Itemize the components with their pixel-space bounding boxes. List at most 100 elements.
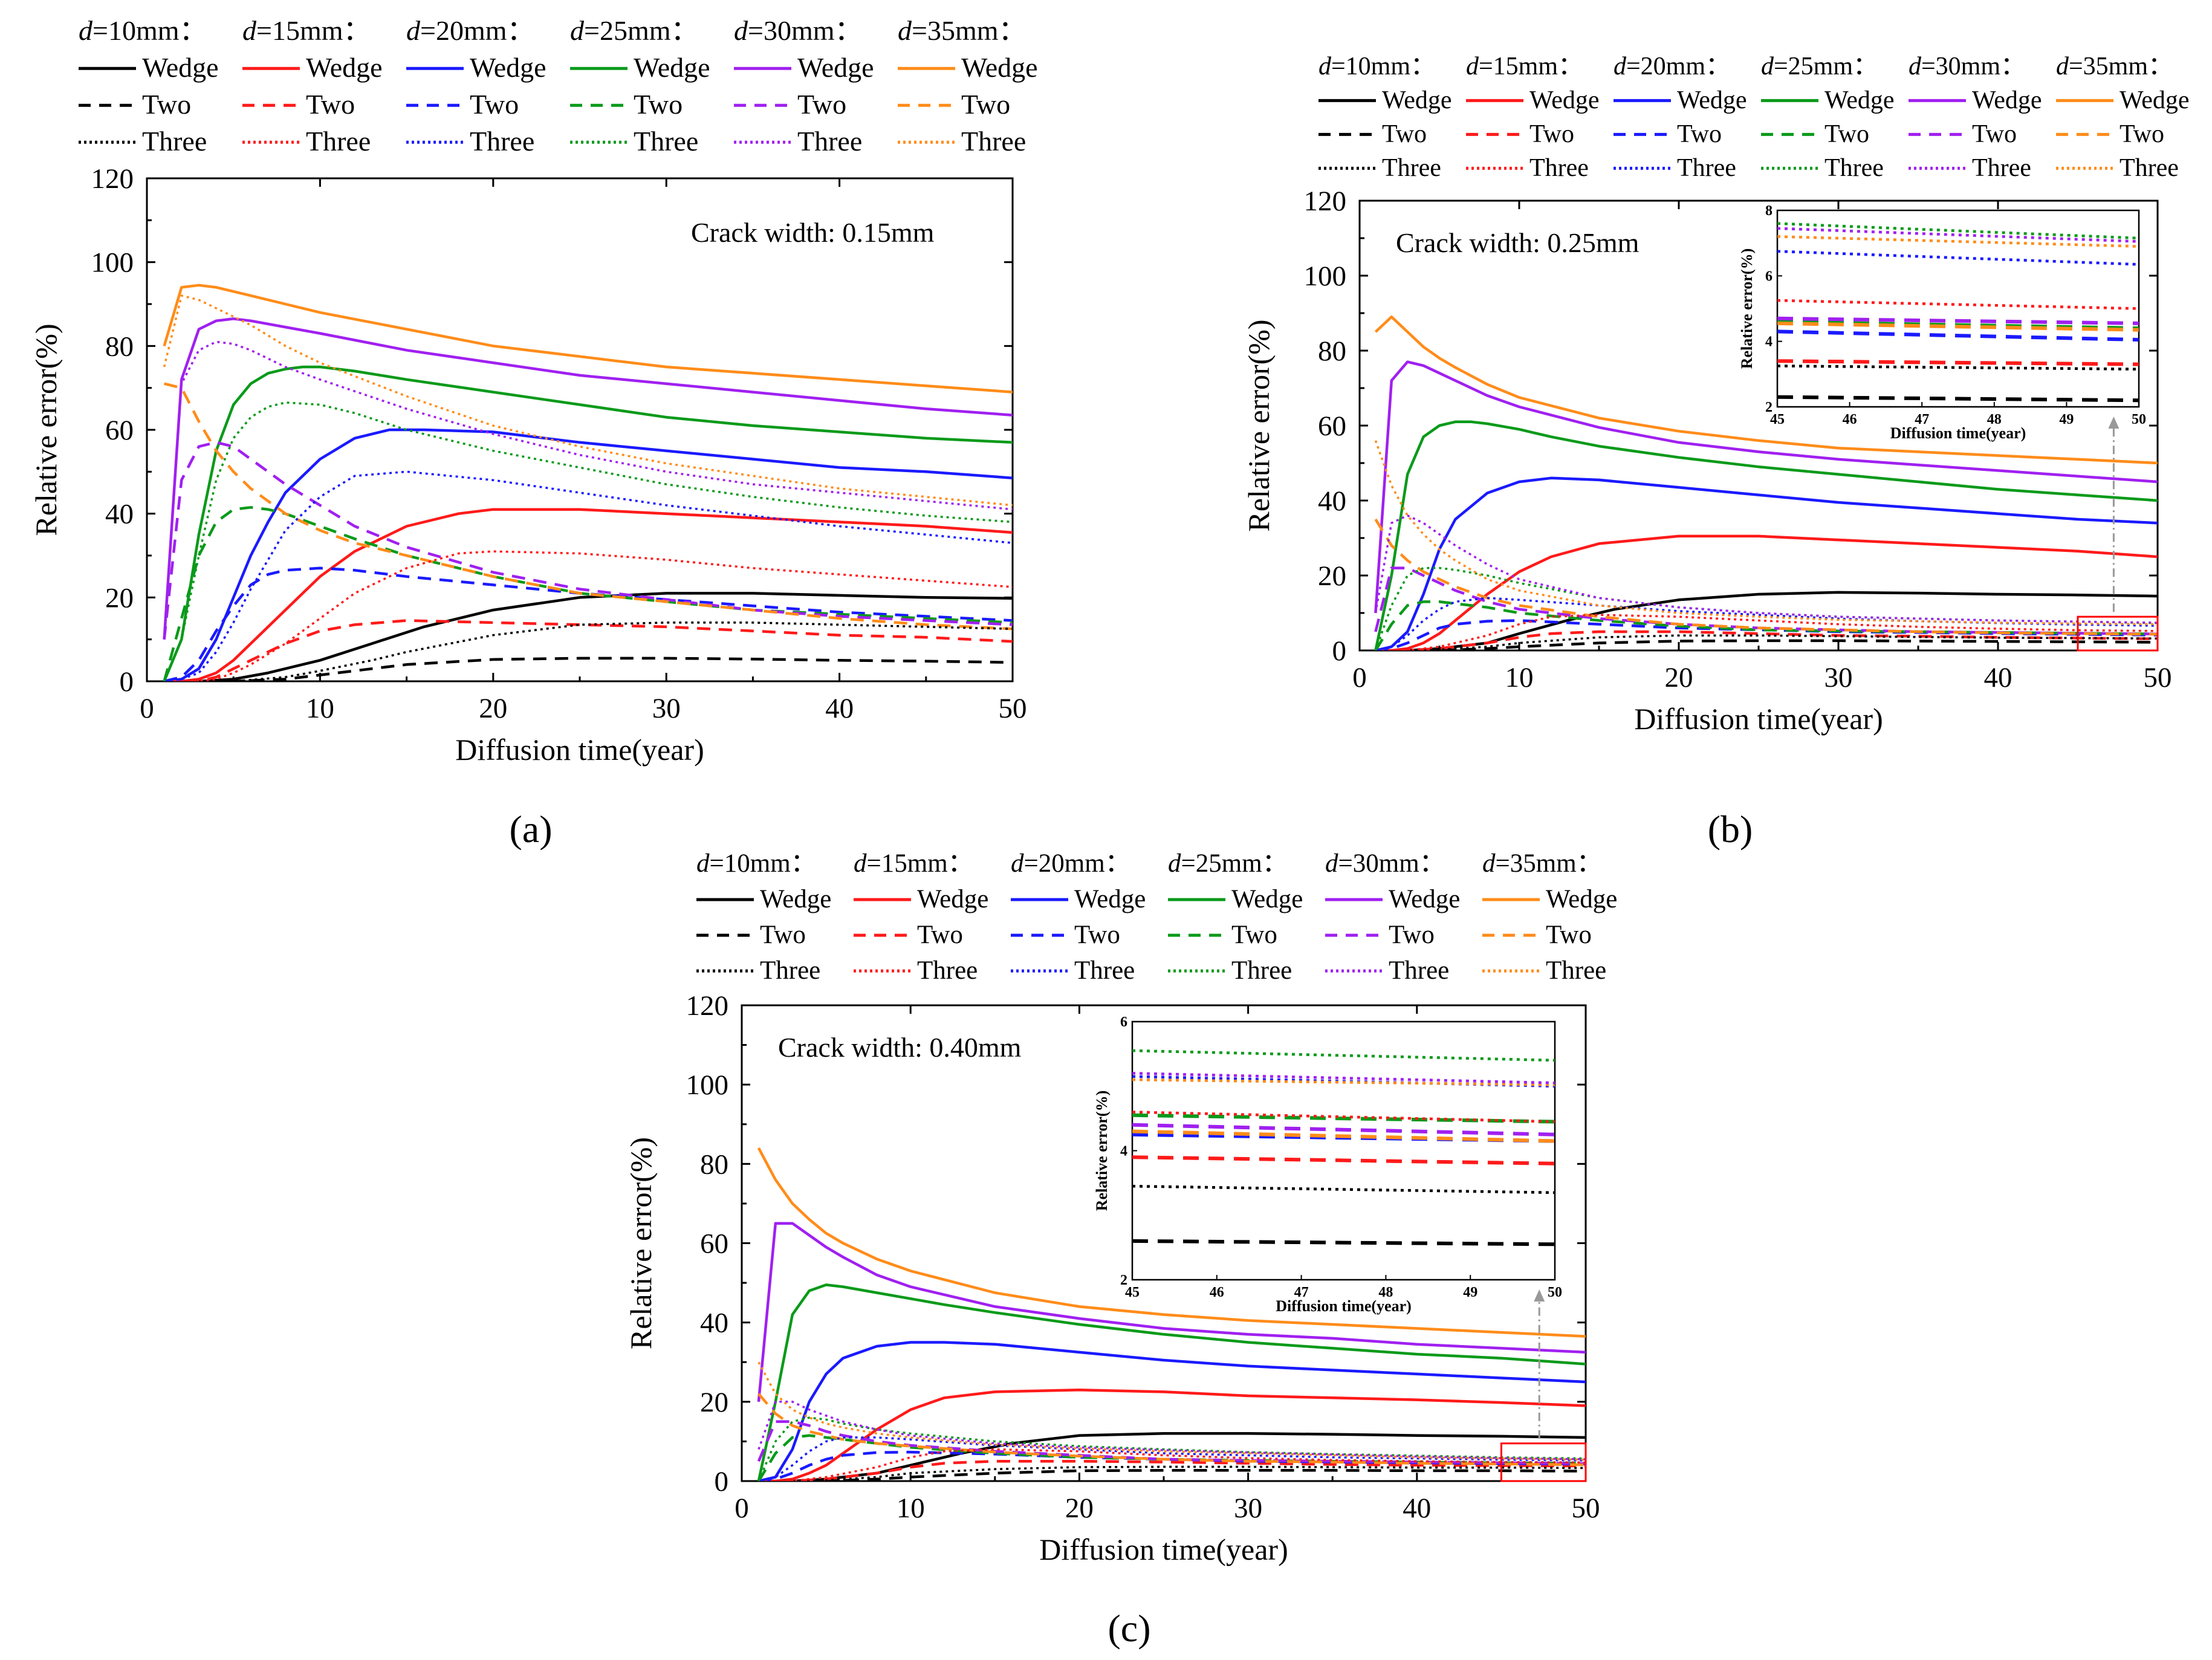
legend-label: Wedge: [1677, 86, 1747, 114]
legend-header: d=10mm：: [1318, 53, 1436, 80]
legend-label: Wedge: [1074, 885, 1146, 913]
series-line-d10-dashed: [758, 1469, 1586, 1481]
x-tick-label: 10: [897, 1493, 925, 1524]
legend-label: Two: [1824, 120, 1869, 148]
series-line-d10-dashed: [1375, 639, 2158, 650]
legend-header-value: =20mm：: [420, 15, 535, 46]
plot-frame: [146, 177, 1014, 682]
x-axis-title: Diffusion time(year): [1634, 702, 1883, 736]
legend-label: Three: [470, 126, 534, 157]
y-tick-label: 0: [120, 666, 134, 698]
inset-series-line-d35-dotted: [1777, 235, 2139, 248]
legend-header-value: =15mm：: [256, 15, 371, 46]
inset-x-tick-label: 46: [1843, 412, 1857, 427]
series-line-d15-dotted: [1375, 614, 2158, 650]
legend-header-d: d: [854, 849, 867, 878]
legend-label: Two: [2120, 120, 2164, 148]
legend-header-value: =10mm：: [1331, 53, 1436, 80]
legend-header-d: d: [1325, 849, 1338, 878]
legend-header: d=30mm：: [734, 15, 863, 46]
series-line-d25-solid: [1374, 420, 2158, 650]
inset-series-line-d10-dotted: [1777, 365, 2139, 371]
legend-label: Three: [1677, 154, 1736, 182]
legend-header: d=30mm：: [1325, 849, 1445, 878]
y-axis-title: Relative error(%): [624, 1137, 658, 1349]
legend-label: Two: [1677, 120, 1722, 148]
legend-header: d=15mm：: [242, 15, 371, 46]
legend-header-d: d: [79, 15, 93, 46]
x-tick-label: 30: [1824, 662, 1853, 693]
legend: d=10mm：WedgeTwoThreed=15mm：WedgeTwoThree…: [79, 15, 1038, 157]
y-axis-title: Relative error(%): [1242, 319, 1276, 531]
y-tick-label: 20: [1318, 560, 1346, 592]
legend-header-d: d: [1614, 53, 1627, 80]
x-tick-label: 30: [652, 693, 681, 724]
series-line-d35-solid: [163, 284, 1013, 394]
x-tick-label: 40: [1984, 662, 2013, 693]
legend-label: Wedge: [1231, 885, 1303, 913]
x-tick-label: 20: [479, 693, 507, 724]
y-tick-label: 60: [1318, 410, 1346, 442]
series-line-d10-dotted: [758, 1465, 1586, 1481]
inset-series-line-d35-dashed: [1777, 321, 2139, 332]
series-line-d35-solid: [757, 1147, 1586, 1338]
inset-series-line-d35-dotted: [1132, 1078, 1555, 1086]
legend-header-d: d: [734, 15, 748, 46]
series-line-d25-dotted: [1374, 566, 2158, 650]
legend-label: Three: [1382, 154, 1441, 182]
zoom-box: [2077, 615, 2159, 652]
legend-header-value: =15mm：: [1479, 53, 1583, 80]
legend-label: Three: [142, 126, 207, 157]
inset-x-tick-label: 50: [2132, 412, 2146, 427]
inset-series-line-d30-dotted: [1132, 1072, 1555, 1085]
x-tick-label: 50: [1572, 1493, 1600, 1524]
legend-header: d=15mm：: [854, 849, 974, 878]
series-line-d35-dashed: [164, 382, 1013, 631]
legend-header-d: d: [1909, 53, 1922, 80]
y-tick-label: 100: [91, 247, 134, 279]
axis-ticks: 0 10 20 30 40 50 0 20 40 60 80 100 120: [686, 990, 1600, 1524]
series-line-d20-solid: [164, 428, 1013, 681]
legend-header-d: d: [570, 15, 585, 46]
legend-header-value: =10mm：: [710, 849, 817, 878]
x-tick-label: 0: [735, 1493, 749, 1524]
x-tick-label: 20: [1665, 662, 1693, 693]
legend-label: Wedge: [1972, 86, 2042, 114]
inset-y-tick-label: 6: [1120, 1014, 1127, 1030]
x-axis-title: Diffusion time(year): [455, 733, 704, 767]
series-line-d10-dotted: [164, 621, 1013, 681]
series-line-d15-dotted: [758, 1448, 1586, 1481]
legend-header-value: =20mm：: [1626, 53, 1731, 80]
inset-series-line-d20-dashed: [1777, 329, 2139, 342]
series-line-d20-dashed: [164, 566, 1013, 681]
x-tick-label: 50: [999, 693, 1027, 724]
legend-header: d=30mm：: [1909, 53, 2026, 80]
legend-label: Wedge: [2120, 86, 2190, 114]
legend-label: Two: [917, 921, 963, 949]
y-tick-label: 0: [715, 1466, 729, 1497]
y-tick-label: 120: [686, 990, 729, 1022]
legend-label: Wedge: [1529, 86, 1600, 114]
legend-header: d=20mm：: [1011, 849, 1131, 878]
legend-label: Wedge: [917, 885, 988, 913]
y-tick-label: 80: [700, 1149, 728, 1180]
legend-header-value: =15mm：: [867, 849, 974, 878]
legend-header-value: =25mm：: [1774, 53, 1878, 80]
series-line-d35-solid: [1374, 315, 2158, 465]
legend-header-d: d: [242, 15, 257, 46]
inset-x-tick-label: 49: [1463, 1285, 1477, 1300]
series-line-d20-dotted: [164, 470, 1013, 681]
series-group: [1374, 315, 2158, 650]
legend-header-d: d: [1318, 53, 1332, 80]
x-axis-title: Diffusion time(year): [1039, 1532, 1288, 1566]
inset-series-line-d25-dotted: [1777, 222, 2139, 240]
zoom-box: [1500, 1442, 1587, 1482]
y-tick-label: 120: [91, 163, 134, 195]
legend-label: Two: [142, 89, 191, 120]
legend-label: Wedge: [961, 52, 1038, 83]
series-line-d30-solid: [1374, 360, 2158, 614]
series-line-d35-dotted: [757, 1361, 1586, 1461]
inset-y-axis-title: Relative error(%): [1738, 248, 1756, 369]
